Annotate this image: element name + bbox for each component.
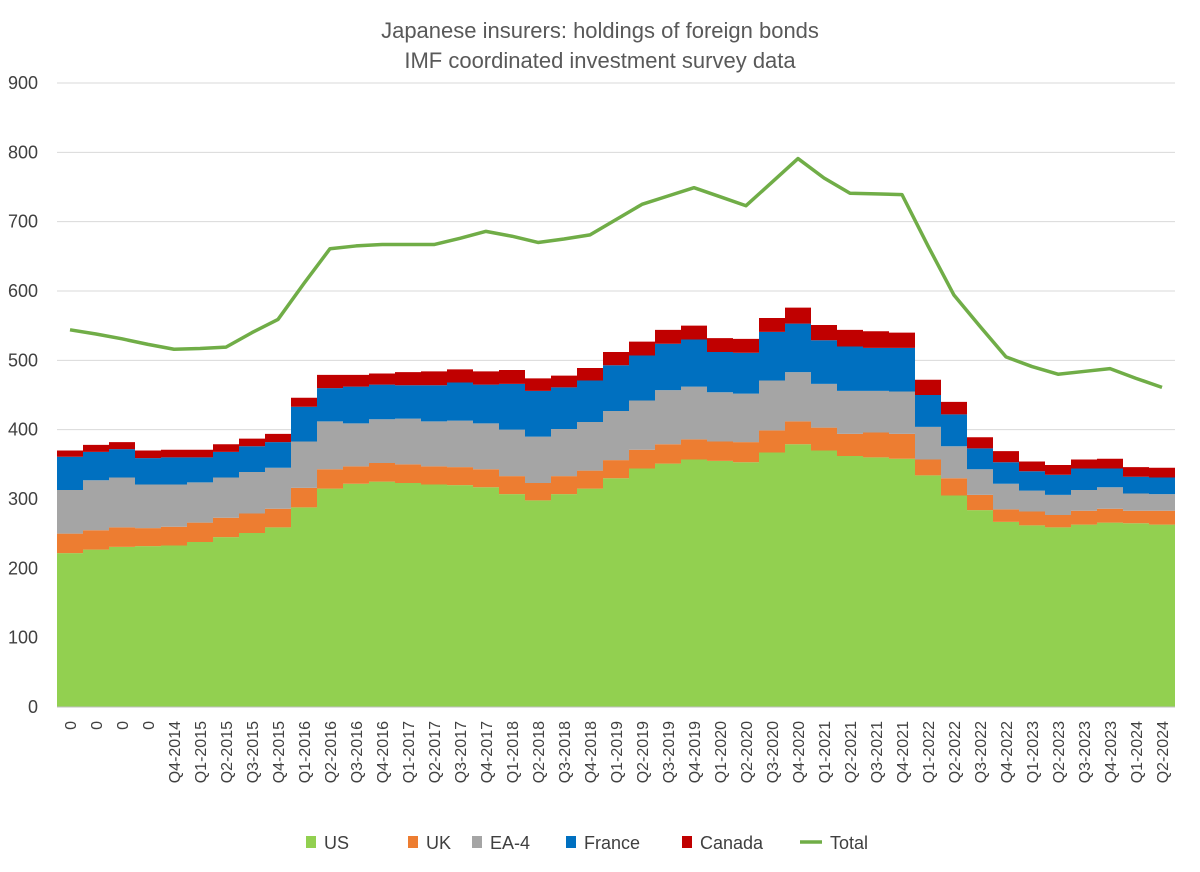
- x-tick-label: Q1-2023: [1025, 721, 1042, 783]
- x-tick-label: Q4-2018: [583, 721, 600, 783]
- x-tick-label: Q3-2020: [765, 721, 782, 783]
- chart-title: Japanese insurers: holdings of foreign b…: [381, 18, 819, 43]
- x-tick-label: Q1-2020: [713, 721, 730, 783]
- stacked-areas: [57, 307, 1175, 708]
- x-tick-label: Q3-2023: [1077, 721, 1094, 783]
- x-tick-label: Q2-2015: [219, 721, 236, 783]
- x-tick-label: 0: [89, 721, 106, 730]
- area-series-us: [57, 444, 1175, 707]
- y-tick-label: 0: [28, 697, 38, 717]
- line-series-total: [69, 156, 1163, 390]
- y-tick-label: 900: [8, 73, 38, 93]
- x-tick-label: Q3-2015: [245, 721, 262, 783]
- legend-swatch-us: [306, 836, 316, 848]
- x-tick-label: Q2-2024: [1155, 721, 1172, 783]
- legend-label-france: France: [584, 833, 640, 853]
- x-tick-label: Q4-2022: [999, 721, 1016, 783]
- x-tick-label: Q4-2023: [1103, 721, 1120, 783]
- x-tick-label: Q4-2014: [167, 721, 184, 783]
- y-tick-label: 500: [8, 350, 38, 370]
- x-tick-label: 0: [63, 721, 80, 730]
- x-tick-label: 0: [115, 721, 132, 730]
- x-tick-label: Q4-2020: [791, 721, 808, 783]
- y-tick-label: 400: [8, 420, 38, 440]
- x-tick-label: Q1-2024: [1129, 721, 1146, 783]
- x-tick-label: Q3-2018: [557, 721, 574, 783]
- x-tick-label: Q1-2017: [401, 721, 418, 783]
- y-tick-label: 800: [8, 142, 38, 162]
- x-tick-label: Q3-2022: [973, 721, 990, 783]
- y-axis: 0 100 200 300 400 500 600 700 800 900: [8, 73, 38, 717]
- x-tick-label: Q1-2019: [609, 721, 626, 783]
- y-tick-label: 700: [8, 212, 38, 232]
- x-tick-label: Q2-2019: [635, 721, 652, 783]
- x-tick-label: Q2-2023: [1051, 721, 1068, 783]
- y-tick-label: 300: [8, 489, 38, 509]
- total-line-layer: [69, 156, 1163, 390]
- x-axis: 0 0 0 0 Q4-2014 Q1-2015 Q2-2015 Q3-2015 Q4-2015 Q…: [63, 721, 1172, 783]
- legend-item-total: Total: [800, 833, 868, 853]
- legend-label-ea-4: EA-4: [490, 833, 530, 853]
- x-tick-label: 0: [141, 721, 158, 730]
- x-tick-label: Q3-2021: [869, 721, 886, 783]
- x-tick-label: Q1-2016: [297, 721, 314, 783]
- legend-swatch-ea-4: [472, 836, 482, 848]
- legend: US UK EA-4 France Canada Total: [306, 833, 868, 853]
- legend-label-total: Total: [830, 833, 868, 853]
- x-tick-label: Q4-2019: [687, 721, 704, 783]
- x-tick-label: Q1-2022: [921, 721, 938, 783]
- x-tick-label: Q3-2019: [661, 721, 678, 783]
- x-tick-label: Q4-2017: [479, 721, 496, 783]
- legend-item-uk: UK: [408, 833, 451, 853]
- legend-label-canada: Canada: [700, 833, 764, 853]
- x-tick-label: Q3-2016: [349, 721, 366, 783]
- area-series-uk: [57, 421, 1175, 554]
- y-tick-label: 600: [8, 281, 38, 301]
- x-tick-label: Q4-2021: [895, 721, 912, 783]
- x-tick-label: Q2-2022: [947, 721, 964, 783]
- x-tick-label: Q1-2015: [193, 721, 210, 783]
- y-tick-label: 200: [8, 558, 38, 578]
- legend-label-us: US: [324, 833, 349, 853]
- legend-swatch-france: [566, 836, 576, 848]
- x-tick-label: Q2-2016: [323, 721, 340, 783]
- x-tick-label: Q1-2021: [817, 721, 834, 783]
- x-tick-label: Q4-2015: [271, 721, 288, 783]
- area-series-france: [57, 323, 1175, 495]
- x-tick-label: Q2-2018: [531, 721, 548, 783]
- x-tick-label: Q3-2017: [453, 721, 470, 783]
- area-series-ea-4: [57, 372, 1175, 534]
- legend-label-uk: UK: [426, 833, 451, 853]
- y-tick-label: 100: [8, 628, 38, 648]
- legend-swatch-uk: [408, 836, 418, 848]
- legend-item-canada: Canada: [682, 833, 764, 853]
- x-tick-label: Q2-2021: [843, 721, 860, 783]
- legend-item-us: US: [306, 833, 349, 853]
- chart-subtitle: IMF coordinated investment survey data: [404, 48, 796, 73]
- x-tick-label: Q4-2016: [375, 721, 392, 783]
- legend-item-ea-4: EA-4: [472, 833, 530, 853]
- x-tick-label: Q1-2018: [505, 721, 522, 783]
- legend-swatch-canada: [682, 836, 692, 848]
- x-tick-label: Q2-2020: [739, 721, 756, 783]
- x-tick-label: Q2-2017: [427, 721, 444, 783]
- legend-item-france: France: [566, 833, 640, 853]
